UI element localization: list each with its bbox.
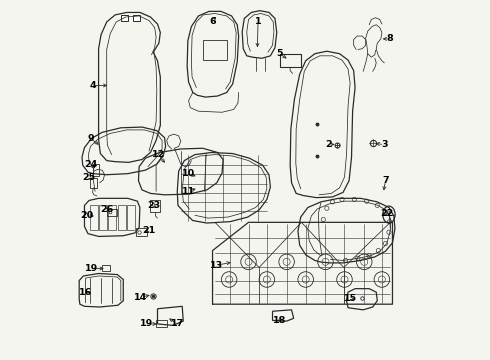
Text: 25: 25	[82, 173, 96, 182]
Text: 18: 18	[273, 316, 286, 325]
Text: 16: 16	[79, 288, 92, 297]
Text: 17: 17	[171, 319, 184, 328]
Text: 19: 19	[140, 319, 153, 328]
Text: 13: 13	[210, 261, 222, 270]
Text: 6: 6	[209, 17, 216, 26]
FancyBboxPatch shape	[121, 15, 128, 21]
Text: 2: 2	[326, 140, 332, 149]
Text: 22: 22	[380, 209, 393, 218]
Text: 15: 15	[343, 294, 357, 303]
Text: 11: 11	[182, 187, 195, 196]
Text: 19: 19	[85, 264, 98, 273]
Text: 8: 8	[386, 34, 393, 43]
FancyBboxPatch shape	[133, 15, 140, 21]
Text: 14: 14	[134, 293, 147, 302]
Text: 21: 21	[143, 226, 156, 235]
Text: 7: 7	[382, 176, 389, 185]
Text: 1: 1	[255, 17, 261, 26]
Text: 4: 4	[89, 81, 96, 90]
Text: 5: 5	[276, 49, 283, 58]
Text: 20: 20	[80, 211, 94, 220]
Text: 12: 12	[152, 150, 165, 159]
Text: 26: 26	[100, 206, 113, 215]
Text: 3: 3	[381, 140, 388, 149]
Text: 24: 24	[84, 159, 97, 168]
Text: 23: 23	[147, 201, 161, 210]
Text: 10: 10	[182, 169, 195, 178]
Text: 9: 9	[87, 134, 94, 143]
